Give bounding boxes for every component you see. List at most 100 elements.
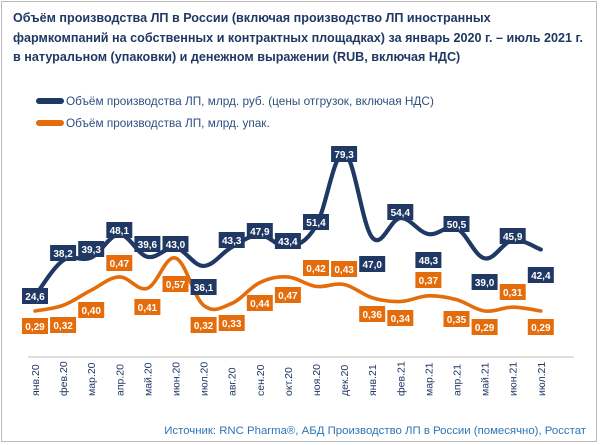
data-label-text: 39,0: [475, 278, 495, 289]
data-label-text: 0,34: [391, 314, 411, 325]
data-label-pack: 0,43: [331, 261, 358, 277]
data-label-rub: 38,2: [50, 245, 77, 261]
data-label-text: 0,47: [278, 291, 298, 302]
data-label-text: 38,2: [53, 249, 73, 260]
data-label-box: [415, 272, 442, 288]
data-label-text: 24,6: [25, 292, 45, 303]
data-label-box: [359, 256, 386, 272]
data-label-text: 0,33: [222, 319, 242, 330]
data-label-box: [50, 245, 77, 261]
data-label-pack: 0,29: [471, 319, 498, 335]
legend-item-rub: Объём производства ЛП, млрд. руб. (цены …: [36, 94, 434, 108]
data-label-text: 0,43: [334, 265, 354, 276]
data-label-rub: 45,9: [499, 228, 526, 244]
data-label-rub: 43,3: [218, 232, 245, 248]
data-label-text: 43,4: [278, 237, 298, 248]
data-label-rub: 43,0: [162, 236, 189, 252]
data-label-text: 0,36: [362, 310, 382, 321]
data-label-box: [246, 223, 273, 239]
data-label-text: 42,4: [531, 271, 551, 282]
data-label-text: 36,1: [194, 283, 214, 294]
x-tick-label: авг.20: [227, 367, 239, 396]
data-label-rub: 42,4: [527, 267, 554, 283]
data-label-text: 0,41: [138, 303, 158, 314]
data-label-box: [22, 288, 48, 304]
data-label-pack: 0,35: [443, 311, 470, 327]
x-tick-label: июн.21: [508, 362, 520, 396]
data-label-box: [499, 284, 526, 300]
data-label-text: 0,29: [475, 323, 495, 334]
data-label-text: 0,47: [110, 259, 130, 270]
x-tick-label: окт.20: [283, 367, 295, 396]
data-label-text: 47,9: [250, 227, 270, 238]
data-label-text: 43,3: [222, 236, 242, 247]
x-tick-label: фев.21: [395, 361, 407, 396]
x-tick-label: янв.20: [30, 364, 42, 396]
chart-title: Объём производства ЛП в России (включая …: [13, 11, 583, 64]
data-label-box: [246, 295, 273, 311]
data-label-pack: 0,41: [134, 299, 161, 315]
data-label-box: [22, 318, 48, 334]
x-tick-label: июл.20: [199, 362, 211, 396]
x-tick-label: апр.21: [452, 364, 464, 396]
data-label-text: 39,3: [81, 245, 101, 256]
data-label-rub: 54,4: [387, 204, 414, 220]
data-label-box: [443, 216, 470, 232]
data-label-box: [218, 315, 245, 331]
data-label-box: [471, 319, 498, 335]
data-label-text: 48,1: [110, 226, 130, 237]
data-label-rub: 51,4: [303, 214, 329, 230]
x-tick-label: дек.20: [339, 365, 351, 396]
x-tick-label: мар.20: [86, 362, 98, 396]
data-label-text: 0,32: [53, 321, 73, 332]
data-label-rub: 48,3: [415, 252, 442, 268]
data-label-text: 0,42: [306, 264, 326, 275]
data-label-rub: 48,1: [106, 222, 133, 238]
data-label-pack: 0,31: [499, 284, 526, 300]
data-label-text: 0,44: [250, 299, 270, 310]
data-label-box: [359, 306, 386, 322]
data-label-pack: 0,47: [106, 255, 133, 271]
data-label-pack: 0,29: [22, 318, 48, 334]
x-tick-label: ноя.20: [311, 364, 323, 396]
data-label-box: [387, 310, 414, 326]
x-tick-label: сен.20: [255, 364, 267, 396]
data-label-text: 48,3: [419, 256, 439, 267]
data-label-box: [162, 276, 189, 292]
data-label-rub: 24,6: [22, 288, 48, 304]
data-label-box: [331, 261, 358, 277]
data-label-text: 0,57: [166, 280, 186, 291]
data-label-box: [415, 252, 442, 268]
data-label-pack: 0,47: [274, 287, 301, 303]
legend-label-rub: Объём производства ЛП, млрд. руб. (цены …: [66, 94, 434, 108]
data-label-box: [106, 222, 133, 238]
data-label-box: [190, 279, 217, 295]
data-label-pack: 0,34: [387, 310, 414, 326]
data-label-pack: 0,42: [303, 260, 329, 276]
data-label-pack: 0,40: [78, 302, 105, 318]
data-label-box: [162, 236, 189, 252]
data-label-box: [527, 267, 554, 283]
data-label-box: [387, 204, 414, 220]
data-label-text: 0,35: [447, 315, 467, 326]
x-tick-label: июн.20: [171, 362, 183, 396]
data-label-box: [218, 232, 245, 248]
data-label-box: [106, 255, 133, 271]
x-tick-label: фев.20: [58, 361, 70, 396]
data-label-rub: 50,5: [443, 216, 470, 232]
data-label-text: 0,40: [81, 306, 101, 317]
data-label-text: 0,29: [531, 323, 551, 334]
data-label-box: [331, 146, 358, 162]
data-label-rub: 39,3: [78, 241, 105, 257]
data-label-box: [443, 311, 470, 327]
data-label-box: [78, 302, 105, 318]
data-label-pack: 0,33: [218, 315, 245, 331]
data-label-rub: 43,4: [274, 233, 301, 249]
data-label-text: 43,0: [166, 240, 186, 251]
data-label-pack: 0,32: [190, 317, 217, 333]
data-label-box: [471, 274, 498, 290]
data-label-box: [527, 319, 554, 335]
data-label-box: [50, 317, 77, 333]
